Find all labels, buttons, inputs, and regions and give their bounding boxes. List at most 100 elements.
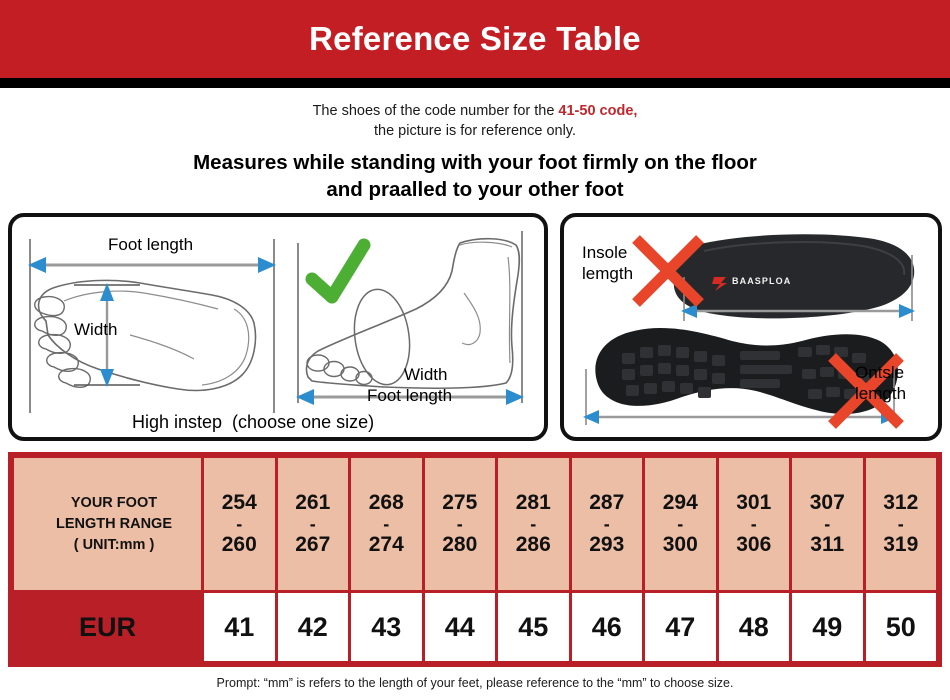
- foot-length-label-top: Foot length: [108, 235, 194, 254]
- arrow-left-icon: [296, 389, 314, 405]
- foot-length-label-side: Foot length: [367, 386, 453, 405]
- intro-measure-line-1: Measures while standing with your foot f…: [193, 151, 757, 174]
- footer-prompt: Prompt: “mm” is refers to the length of …: [216, 676, 734, 690]
- range-dash: -: [824, 514, 831, 534]
- intro-code-accent: 41-50 code,: [558, 103, 638, 119]
- eur-size-cell: 41: [201, 590, 278, 664]
- toe-1: [34, 295, 65, 317]
- outsole-label-line-2: lemgth: [855, 384, 907, 403]
- range-max: 306: [736, 533, 772, 556]
- foot-measure-diagram: [28, 231, 524, 413]
- range-max: 280: [442, 533, 478, 556]
- range-min: 301: [736, 491, 772, 514]
- toe-2: [34, 315, 67, 336]
- range-min: 254: [221, 491, 257, 514]
- range-cell: 261 - 267: [274, 455, 351, 593]
- toe-side-3: [340, 366, 360, 382]
- range-min: 307: [809, 491, 845, 514]
- range-dash: -: [750, 514, 757, 534]
- range-cell: 312 - 319: [862, 455, 939, 593]
- eur-size-cell: 46: [568, 590, 645, 664]
- outsole-tread-pattern: [622, 345, 870, 399]
- arrow-right-icon: [506, 389, 524, 405]
- toe-side-1: [306, 354, 330, 372]
- arrow-down-icon: [100, 369, 114, 387]
- width-label-top: Width: [74, 320, 118, 339]
- insole-outsole-panel: BAASPLOA: [560, 213, 942, 441]
- range-min: 281: [515, 491, 551, 514]
- range-dash: -: [456, 514, 463, 534]
- range-cell: 294 - 300: [642, 455, 719, 593]
- range-cell: 301 - 306: [715, 455, 792, 593]
- check-icon: [305, 238, 371, 304]
- eur-size-cell: 42: [274, 590, 351, 664]
- arrow-up-icon: [100, 283, 114, 301]
- eur-row-label: EUR: [11, 590, 204, 664]
- arrow-left-icon: [28, 257, 46, 273]
- range-cell: 281 - 286: [495, 455, 572, 593]
- header-divider: [0, 78, 950, 88]
- range-max: 286: [515, 533, 551, 556]
- size-table-wrapper: YOUR FOOT LENGTH RANGE ( UNIT:mm ) 254 -…: [8, 452, 942, 667]
- table-row-eur: EUR 41 42 43 44 45 46 47 48 49 50: [11, 590, 939, 664]
- width-label-side: Width: [404, 365, 448, 384]
- heel-curve-side: [461, 292, 481, 346]
- high-instep-caption: High instep (choose one size): [132, 412, 375, 432]
- range-max: 293: [589, 533, 625, 556]
- insole-outsole-diagram: BAASPLOA: [583, 234, 915, 429]
- range-min: 275: [442, 491, 478, 514]
- range-min: 261: [295, 491, 331, 514]
- table-row-foot-length: YOUR FOOT LENGTH RANGE ( UNIT:mm ) 254 -…: [11, 455, 939, 593]
- range-cell: 254 - 260: [201, 455, 278, 593]
- foot-outline-side: [305, 237, 521, 389]
- heel-back-side: [507, 256, 511, 364]
- intro-text-block: The shoes of the code number for the 41-…: [0, 88, 950, 203]
- eur-size-cell: 50: [862, 590, 939, 664]
- range-min: 312: [883, 491, 919, 514]
- header-line-2: LENGTH RANGE: [56, 515, 172, 532]
- eur-size-cell: 44: [421, 590, 498, 664]
- page-title: Reference Size Table: [309, 20, 641, 57]
- foot-outline-top: [37, 279, 257, 392]
- arrow-right-icon: [258, 257, 276, 273]
- range-max: 267: [295, 533, 331, 556]
- range-max: 319: [883, 533, 919, 556]
- diagram-panels: Foot length Width Width Foot length High…: [0, 213, 950, 441]
- intro-line-1: The shoes of the code number for the 41-…: [0, 101, 950, 121]
- foot-length-range-header: YOUR FOOT LENGTH RANGE ( UNIT:mm ): [11, 455, 204, 593]
- range-min: 268: [368, 491, 404, 514]
- intro-line-1-prefix: The shoes of the code number for the: [312, 103, 559, 119]
- insole-shape: [673, 234, 915, 319]
- intro-measure-line-2: and praalled to your other foot: [326, 178, 624, 201]
- insole-label-line-2: lemgth: [582, 264, 634, 283]
- foot-heel-line-top: [201, 308, 250, 386]
- range-cell: 268 - 274: [348, 455, 425, 593]
- eur-size-cell: 49: [789, 590, 866, 664]
- range-max: 311: [810, 533, 845, 556]
- range-max: 260: [221, 533, 257, 556]
- header-line-3: ( UNIT:mm ): [73, 536, 155, 553]
- range-cell: 307 - 311: [789, 455, 866, 593]
- header-band: Reference Size Table: [0, 0, 950, 78]
- foot-arch-line-top: [129, 334, 195, 360]
- range-max: 274: [368, 533, 404, 556]
- arrow-left-icon: [681, 304, 697, 318]
- eur-size-cell: 43: [348, 590, 425, 664]
- brand-mark-icon: [712, 277, 727, 291]
- eur-size-cell: 45: [495, 590, 572, 664]
- cross-icon-insole-b: [632, 235, 704, 307]
- cross-icon-outsole-b: [828, 353, 904, 429]
- brand-text: BAASPLOA: [732, 276, 791, 286]
- size-table: YOUR FOOT LENGTH RANGE ( UNIT:mm ) 254 -…: [11, 455, 939, 664]
- range-cell: 287 - 293: [568, 455, 645, 593]
- foot-inner-line-top: [63, 290, 219, 310]
- range-dash: -: [236, 514, 243, 534]
- width-marker-side: [353, 288, 411, 386]
- outsole-label-line-1: Ontsle: [855, 363, 905, 382]
- range-max: 300: [662, 533, 698, 556]
- insole-highlight: [703, 241, 906, 276]
- range-dash: -: [677, 514, 684, 534]
- eur-size-cell: 48: [715, 590, 792, 664]
- range-dash: -: [603, 514, 610, 534]
- arrow-left-icon: [583, 410, 599, 424]
